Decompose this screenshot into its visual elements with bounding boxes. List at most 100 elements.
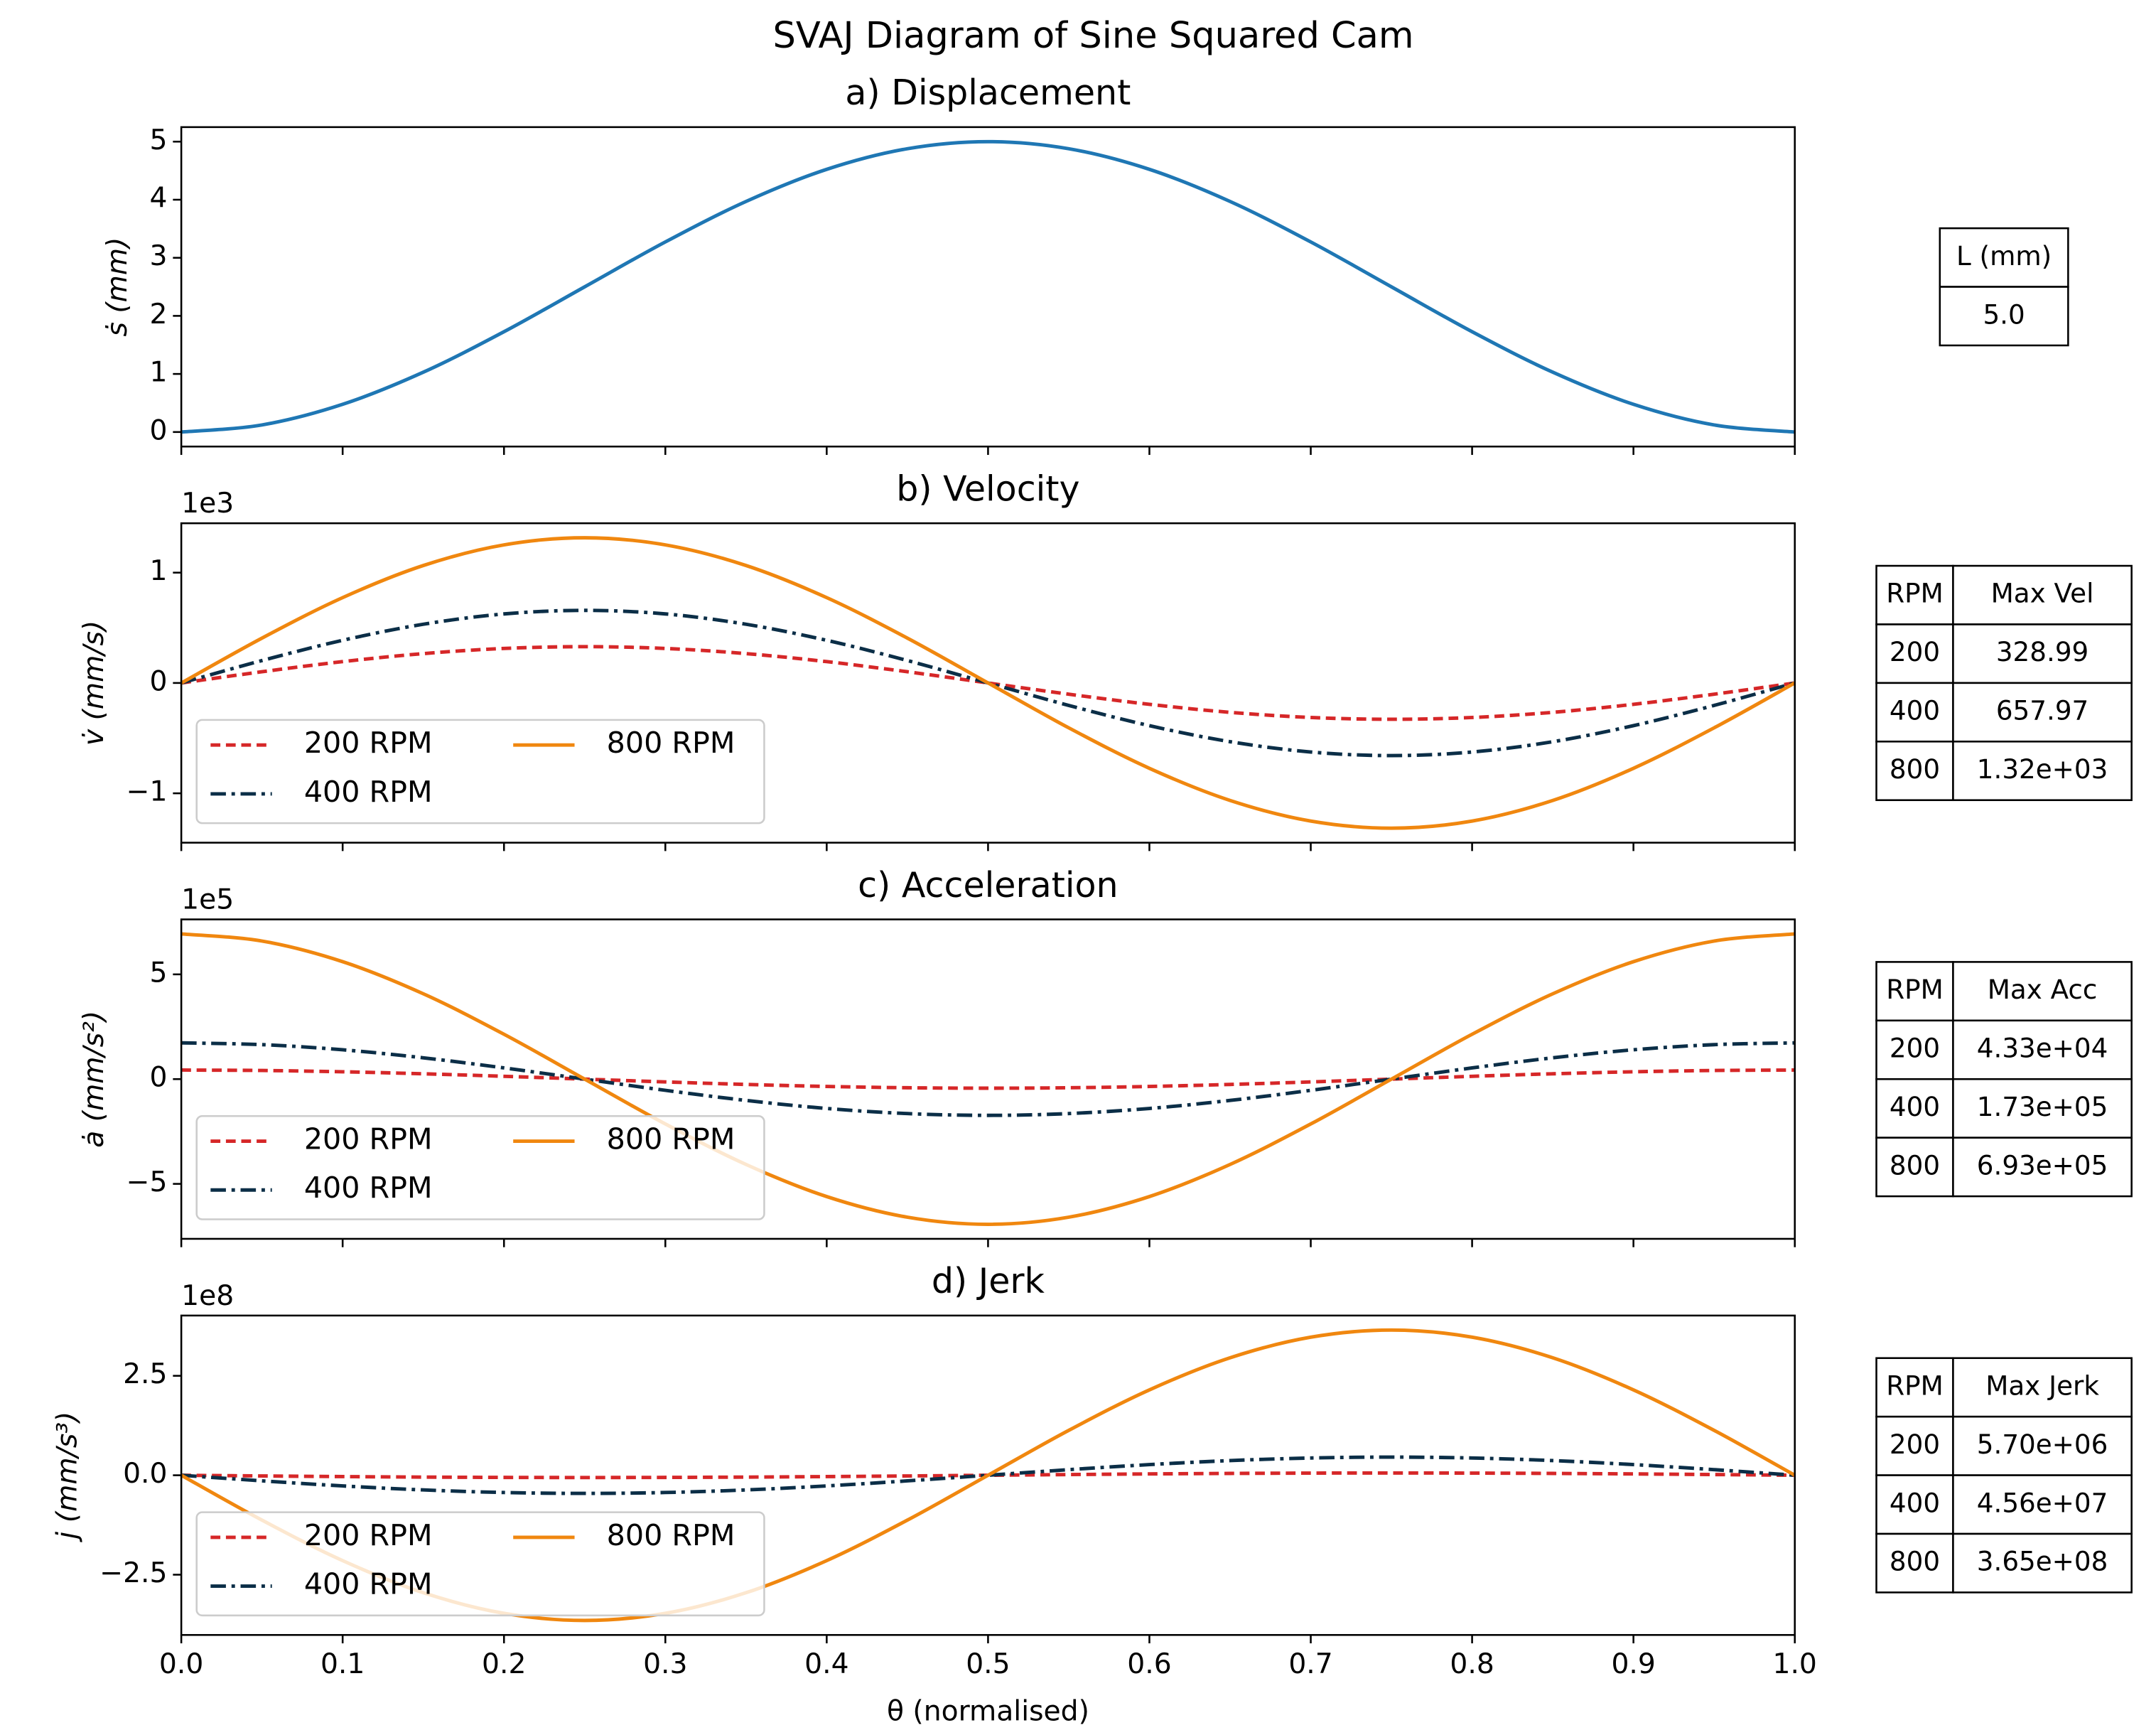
- x-tick-label: 0.2: [482, 1648, 526, 1680]
- legend-box: [195, 1114, 765, 1220]
- table-value: 1.32e+03: [1977, 753, 2108, 785]
- table-value: 200: [1890, 1429, 1940, 1460]
- legend-label: 200 RPM: [304, 726, 433, 760]
- y-tick-label: 5: [150, 124, 168, 156]
- data-line: [181, 1041, 1795, 1117]
- axes-frame: [180, 1314, 1796, 1636]
- y-tick-label: 0: [150, 414, 168, 446]
- x-axis-label: θ (normalised): [887, 1696, 1089, 1728]
- y-tick-label: 1: [150, 357, 168, 389]
- offset-text: 1e3: [181, 488, 234, 520]
- table-cell: [1939, 286, 2069, 347]
- legend-label: 200 RPM: [304, 1518, 433, 1552]
- table-cell: [1875, 1137, 1954, 1198]
- subplot-title: c) Acceleration: [858, 864, 1118, 906]
- x-tick-label: 0.1: [320, 1648, 365, 1680]
- x-tick-label: 0.6: [1127, 1648, 1171, 1680]
- offset-text: 1e5: [181, 884, 234, 916]
- suptitle: SVAJ Diagram of Sine Squared Cam: [773, 15, 1414, 57]
- table-cell: [1875, 1532, 1954, 1594]
- y-axis-label: ȧ (mm/s²): [78, 1011, 110, 1148]
- y-tick-label: 3: [150, 240, 168, 272]
- table-cell: [1952, 1357, 2133, 1418]
- y-tick-label: −2.5: [99, 1557, 167, 1589]
- x-tick-label: 1.0: [1773, 1648, 1817, 1680]
- y-tick-label: −1: [126, 776, 168, 808]
- x-tick-label: 0.9: [1611, 1648, 1655, 1680]
- legend-label: 400 RPM: [304, 775, 433, 809]
- legend-label: 800 RPM: [607, 1122, 735, 1156]
- legend-label: 200 RPM: [304, 1122, 433, 1156]
- table-value: 5.0: [1983, 299, 2025, 330]
- y-tick-label: 0: [150, 665, 168, 697]
- table-cell: [1875, 1078, 1954, 1139]
- table-header: Max Vel: [1991, 578, 2094, 609]
- table-value: 800: [1890, 1546, 1940, 1577]
- subplot-title: d) Jerk: [932, 1260, 1045, 1301]
- table-header: Max Acc: [1988, 974, 2098, 1005]
- y-tick-label: 5: [150, 957, 168, 989]
- table-value: 1.73e+05: [1977, 1091, 2108, 1122]
- table-header: RPM: [1886, 974, 1944, 1005]
- x-tick-label: 0.4: [804, 1648, 848, 1680]
- y-axis-label: v̇ (mm/s): [78, 620, 110, 746]
- axes-frame: [180, 126, 1796, 448]
- legend-label: 400 RPM: [304, 1171, 433, 1205]
- table-value: 657.97: [1996, 695, 2088, 726]
- legend-box: [195, 719, 765, 824]
- subplot: c) Acceleration 1e5 −5 0 5 ȧ (mm/s²) 200 RPM 40…: [78, 864, 2133, 1247]
- subplot: b) Velocity 1e3 −1 0 1 v̇ (mm/s) 200 RPM 400 RP…: [78, 468, 2133, 851]
- table-header: RPM: [1886, 578, 1944, 609]
- table-value: 800: [1890, 1149, 1940, 1181]
- x-tick-label: 0.3: [643, 1648, 687, 1680]
- subplot: a) Displacement 0 1 2 3 4 5 ṡ (mm) L (mm) 5.0: [102, 72, 2069, 456]
- table-value: 400: [1890, 1487, 1940, 1518]
- table-cell: [1875, 1019, 1954, 1080]
- legend-label: 800 RPM: [607, 726, 735, 760]
- data-line: [181, 1068, 1795, 1090]
- table-value: 400: [1890, 695, 1940, 726]
- table-cell: [1952, 1415, 2133, 1476]
- offset-text: 1e8: [181, 1280, 234, 1312]
- table-cell: [1952, 1532, 2133, 1594]
- table-cell: [1875, 623, 1954, 684]
- subplot-title: b) Velocity: [896, 468, 1079, 510]
- table-value: 6.93e+05: [1977, 1149, 2108, 1181]
- subplot-title: a) Displacement: [845, 72, 1131, 113]
- axes-frame: [180, 522, 1796, 844]
- table-header: L (mm): [1956, 240, 2052, 272]
- y-tick-label: 4: [150, 182, 168, 214]
- x-tick-label: 0.7: [1288, 1648, 1332, 1680]
- axes-frame: [180, 918, 1796, 1240]
- data-line: [181, 536, 1795, 830]
- table-value: 200: [1890, 1033, 1940, 1064]
- table-cell: [1952, 1078, 2133, 1139]
- y-axis-label: ṡ (mm): [102, 237, 134, 337]
- table-cell: [1952, 741, 2133, 802]
- table-value: 800: [1890, 753, 1940, 785]
- table-header: RPM: [1886, 1370, 1944, 1401]
- x-tick-label: 0.8: [1450, 1648, 1494, 1680]
- y-axis-label: j̇ (mm/s³): [52, 1412, 84, 1543]
- legend-box: [195, 1511, 765, 1617]
- y-tick-label: 0: [150, 1062, 168, 1094]
- data-line: [181, 139, 1795, 434]
- x-tick-label: 0.5: [966, 1648, 1010, 1680]
- table-value: 4.56e+07: [1977, 1487, 2108, 1518]
- table-value: 400: [1890, 1091, 1940, 1122]
- data-line: [181, 645, 1795, 721]
- x-tick-label: 0.0: [159, 1648, 203, 1680]
- table-cell: [1875, 564, 1954, 625]
- legend-label: 400 RPM: [304, 1567, 433, 1601]
- y-tick-label: 0.0: [123, 1458, 167, 1490]
- y-tick-label: −5: [126, 1166, 168, 1198]
- table-cell: [1875, 961, 1954, 1022]
- table-value: 5.70e+06: [1977, 1429, 2108, 1460]
- y-tick-label: 2: [150, 299, 168, 331]
- table-value: 328.99: [1996, 636, 2088, 667]
- y-tick-label: 1: [150, 555, 168, 587]
- table-cell: [1952, 1474, 2133, 1535]
